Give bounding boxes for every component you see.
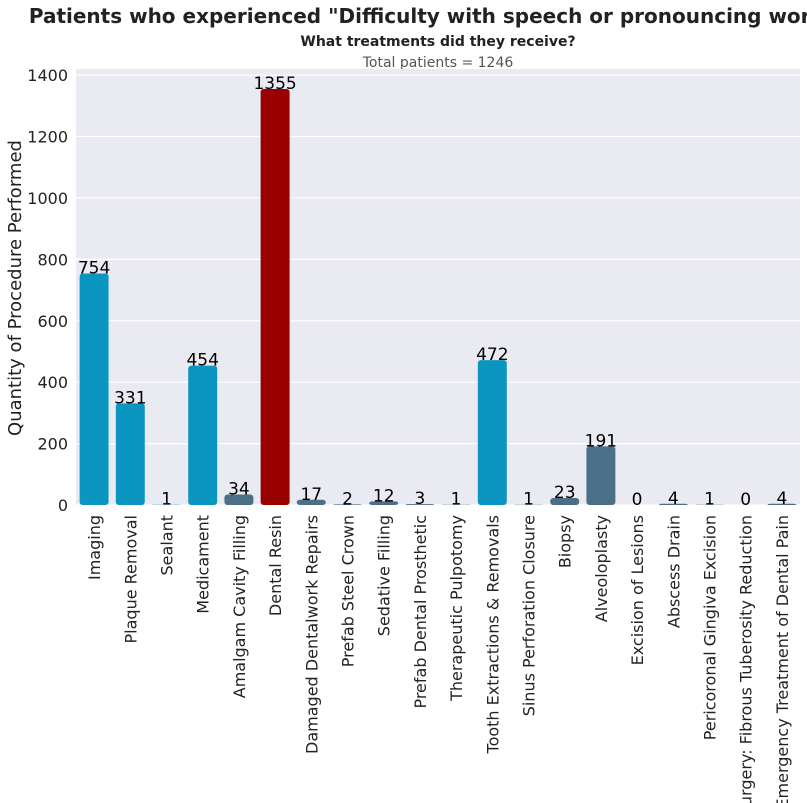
x-tick-label: Excision of Lesions [628, 515, 647, 665]
data-label: 4 [776, 489, 787, 509]
data-label: 34 [228, 480, 250, 500]
chart-title: Patients who experienced "Difficulty wit… [29, 4, 807, 28]
data-label: 1355 [253, 74, 296, 94]
bar [260, 88, 290, 505]
bar [224, 494, 254, 505]
bar [550, 497, 580, 505]
data-label: 17 [300, 485, 322, 505]
bar [296, 499, 326, 505]
bar [369, 501, 399, 505]
y-tick-label: 800 [37, 250, 68, 269]
x-tick-label: Abscess Drain [664, 515, 683, 628]
data-label: 2 [342, 489, 353, 509]
y-tick-label: 1200 [27, 128, 68, 147]
x-tick-label: Dental Resin [266, 515, 285, 616]
x-tick-label: Therapeutic Pulpotomy [447, 515, 466, 702]
bar [79, 273, 109, 505]
bar [405, 504, 435, 505]
data-label: 23 [554, 483, 576, 503]
bar [658, 503, 688, 505]
data-label: 1 [523, 490, 534, 510]
total-patients-note: Total patients = 1246 [362, 55, 514, 71]
x-tick-label: Damaged Dentalwork Repairs [302, 515, 321, 754]
x-tick-label: Sinus Perforation Closure [520, 515, 539, 716]
bar [333, 504, 362, 505]
data-label: 4 [668, 489, 679, 509]
data-label: 754 [78, 258, 110, 278]
x-tick-label: Amalgam Cavity Filling [230, 515, 249, 698]
x-tick-label: Prefab Steel Crown [339, 515, 358, 667]
x-tick-label: Prefab Dental Prosthetic [411, 515, 430, 709]
bars [79, 88, 797, 505]
y-axis-label: Quantity of Procedure Performed [5, 140, 26, 436]
x-tick-label: Biopsy [556, 515, 575, 568]
data-label: 0 [740, 490, 751, 510]
bar [477, 360, 507, 505]
x-tick-label: Sealant [158, 515, 177, 575]
bar [586, 446, 616, 505]
y-tick-label: 200 [37, 435, 68, 454]
data-label: 331 [114, 388, 146, 408]
x-tick-label: Pericoronal Gingiva Excision [701, 515, 720, 740]
y-tick-label: 1400 [27, 66, 68, 85]
data-label: 1 [451, 490, 462, 510]
x-axis-ticks: Imaging Plaque Removal Sealant Medicament Am… [85, 515, 792, 803]
x-tick-label: Imaging [85, 515, 104, 580]
data-label: 1 [704, 490, 715, 510]
y-axis-ticks: 0 200 400 600 800 1000 1200 1400 [27, 66, 68, 515]
data-label: 3 [414, 489, 425, 509]
bar [115, 403, 145, 505]
y-tick-label: 600 [37, 312, 68, 331]
y-tick-label: 400 [37, 373, 68, 392]
bar [767, 503, 797, 505]
plot-area [76, 69, 800, 505]
x-tick-label: Emergency Treatment of Dental Pain [773, 515, 792, 803]
x-tick-label: Plaque Removal [121, 515, 140, 643]
y-tick-label: 1000 [27, 189, 68, 208]
data-label: 191 [585, 431, 617, 451]
x-tick-label: Alveoloplasty [592, 515, 611, 622]
data-label: 1 [161, 490, 172, 510]
data-label: 472 [476, 345, 508, 365]
x-tick-label: Tooth Extractions & Removals [483, 515, 502, 754]
bar [188, 365, 218, 505]
chart-subtitle: What treatments did they receive? [300, 34, 575, 50]
x-tick-label: Sedative Filling [375, 515, 394, 636]
data-label: 12 [373, 486, 395, 506]
data-label: 0 [632, 490, 643, 510]
x-tick-label: Medicament [194, 515, 213, 614]
x-tick-label: Surgery: Fibrous Tuberosity Reduction [737, 515, 756, 803]
data-label: 454 [186, 351, 218, 371]
y-tick-label: 0 [58, 496, 68, 515]
